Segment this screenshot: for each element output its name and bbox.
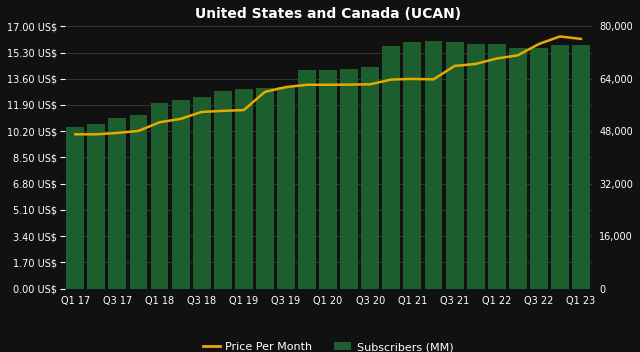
Bar (108, 118, 126, 289)
Bar (551, 45, 569, 289)
Bar (424, 41, 442, 289)
Bar (235, 89, 253, 289)
Title: United States and Canada (UCAN): United States and Canada (UCAN) (195, 7, 461, 21)
Bar (88, 125, 105, 289)
Bar (214, 91, 232, 289)
Bar (445, 42, 463, 289)
Bar (362, 67, 380, 289)
Bar (340, 69, 358, 289)
Legend: Price Per Month, Subscribers (MM): Price Per Month, Subscribers (MM) (198, 338, 458, 352)
Bar (129, 115, 147, 289)
Bar (488, 44, 506, 289)
Bar (172, 100, 189, 289)
Bar (193, 97, 211, 289)
Bar (509, 48, 527, 289)
Bar (277, 87, 295, 289)
Bar (382, 46, 400, 289)
Bar (319, 70, 337, 289)
Bar (530, 48, 548, 289)
Bar (150, 103, 168, 289)
Bar (67, 126, 84, 289)
Bar (572, 45, 590, 289)
Bar (256, 88, 274, 289)
Bar (298, 70, 316, 289)
Bar (403, 42, 421, 289)
Bar (467, 44, 484, 289)
